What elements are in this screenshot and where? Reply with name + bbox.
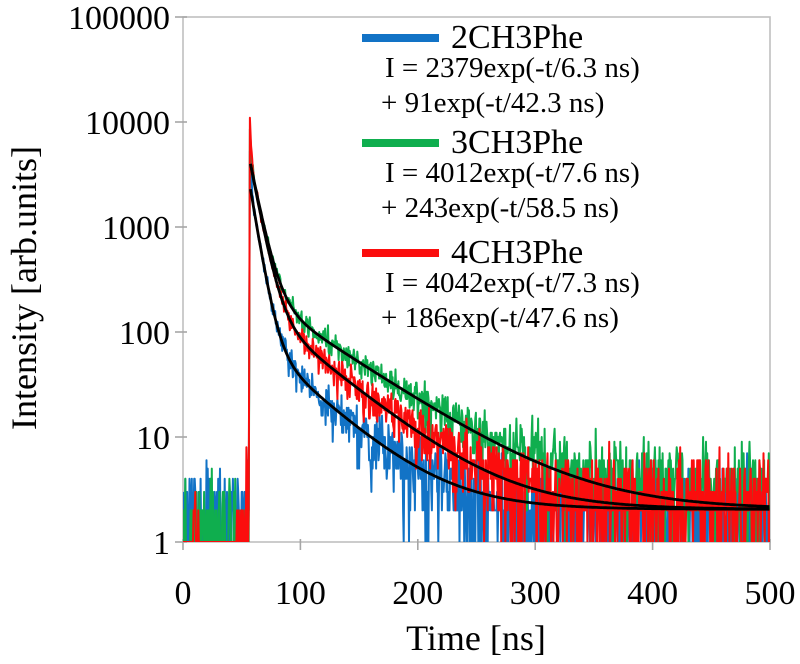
fit-curve-3CH3Phe bbox=[249, 163, 770, 508]
x-tick-label: 300 bbox=[510, 575, 561, 612]
y-tick-label: 100 bbox=[119, 315, 170, 352]
y-tick-label: 100000 bbox=[68, 0, 170, 37]
x-tick-label: 100 bbox=[275, 575, 326, 612]
x-tick-label: 400 bbox=[627, 575, 678, 612]
x-tick-label: 500 bbox=[745, 575, 796, 612]
y-tick-label: 10 bbox=[136, 420, 170, 457]
x-axis-title: Time [ns] bbox=[406, 618, 546, 658]
y-tick-label: 10000 bbox=[85, 105, 170, 142]
plot-border bbox=[182, 16, 771, 543]
decay-curve-4CH3Phe bbox=[183, 116, 770, 542]
y-tick-label: 1000 bbox=[102, 210, 170, 247]
y-tick-label: 1 bbox=[153, 525, 170, 562]
x-tick-label: 0 bbox=[175, 575, 192, 612]
x-tick-label: 200 bbox=[392, 575, 443, 612]
y-axis-title: Intensity [arb.units] bbox=[4, 146, 44, 430]
fit-curve-4CH3Phe bbox=[249, 163, 770, 511]
